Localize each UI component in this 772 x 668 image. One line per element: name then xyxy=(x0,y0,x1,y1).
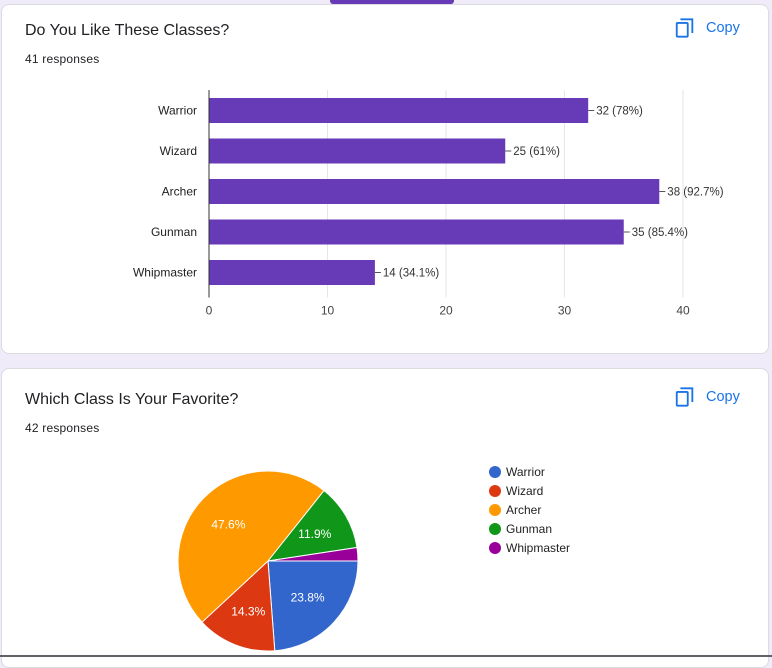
data-label: 32 (78%) xyxy=(596,106,643,118)
x-tick-label: 20 xyxy=(439,304,453,318)
section-indicator xyxy=(330,0,454,4)
pie-slice xyxy=(267,560,359,652)
copy-icon xyxy=(675,18,694,38)
bar xyxy=(209,138,506,164)
category-label: Gunman xyxy=(151,225,197,239)
category-label: Archer xyxy=(162,185,197,199)
category-label: Wizard xyxy=(160,144,197,158)
bar xyxy=(209,98,589,123)
legend-swatch xyxy=(489,466,501,478)
slice-label: 14.3% xyxy=(231,604,265,618)
x-tick-label: 30 xyxy=(558,304,572,318)
pie-slice xyxy=(177,470,325,623)
x-tick-label: 0 xyxy=(206,304,213,318)
pie-slice xyxy=(266,489,358,562)
x-tick-label: 40 xyxy=(676,304,690,318)
legend-swatch xyxy=(489,523,501,535)
slice-label: 23.8% xyxy=(291,591,325,605)
question-summary-card-1: Do You Like These Classes? 41 responses … xyxy=(1,4,769,354)
slice-label: 11.9% xyxy=(298,527,331,541)
copy-button[interactable]: Copy xyxy=(674,17,740,39)
question-title: Which Class Is Your Favorite? xyxy=(25,391,239,408)
bar xyxy=(209,260,375,285)
copy-button-label: Copy xyxy=(706,20,740,36)
legend-label: Warrior xyxy=(506,465,545,479)
data-label: 14 (34.1%) xyxy=(383,268,439,280)
legend-label: Wizard xyxy=(506,484,543,498)
x-tick-label: 10 xyxy=(321,304,335,318)
question-title: Do You Like These Classes? xyxy=(25,22,230,39)
bar xyxy=(209,179,660,204)
response-count: 42 responses xyxy=(25,421,100,435)
question-summary-card-2: Which Class Is Your Favorite? 42 respons… xyxy=(1,368,769,668)
response-count: 41 responses xyxy=(25,52,100,66)
copy-icon xyxy=(675,387,694,407)
data-label: 38 (92.7%) xyxy=(667,187,723,199)
category-label: Warrior xyxy=(158,104,197,118)
legend-label: Archer xyxy=(506,503,541,517)
legend-label: Whipmaster xyxy=(506,541,570,555)
category-label: Whipmaster xyxy=(133,266,197,280)
window-bottom-edge xyxy=(0,655,772,657)
copy-button-label: Copy xyxy=(706,389,740,405)
data-label: 35 (85.4%) xyxy=(632,227,688,239)
legend-swatch xyxy=(489,485,501,497)
data-label: 25 (61%) xyxy=(513,146,560,158)
legend-swatch xyxy=(489,504,501,516)
legend-label: Gunman xyxy=(506,522,552,536)
legend-swatch xyxy=(489,542,501,554)
copy-button[interactable]: Copy xyxy=(674,386,740,408)
pie-slice xyxy=(201,559,276,652)
slice-label: 47.6% xyxy=(211,517,245,531)
bar xyxy=(209,219,624,245)
pie-slice xyxy=(267,546,359,562)
bar-chart: Warrior 32 (78%) Wizard 25 (61%) Archer 38 (9… xyxy=(133,90,724,318)
pie-chart: 23.8% 14.3% 47.6% 11.9% Warrior Wizard Archer G… xyxy=(177,465,570,652)
